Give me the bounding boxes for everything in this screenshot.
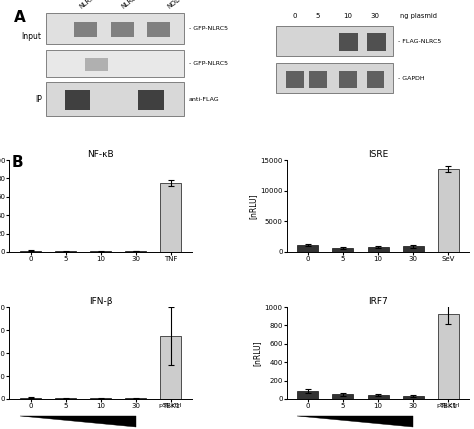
FancyBboxPatch shape [276,26,393,56]
Bar [297,391,319,399]
Text: 30: 30 [371,13,380,19]
Bar [90,251,111,252]
Bar [367,395,389,399]
Title: IRF7: IRF7 [368,297,388,306]
Bar [402,396,424,399]
Text: pos.ctrl: pos.ctrl [436,403,459,408]
FancyBboxPatch shape [46,13,184,44]
Text: 5: 5 [315,13,320,19]
Text: A: A [14,10,26,25]
Text: ng plasmid: ng plasmid [400,13,438,19]
Bar [20,251,41,252]
Bar [20,398,41,399]
FancyBboxPatch shape [46,82,184,116]
FancyBboxPatch shape [339,33,358,51]
Bar [55,398,76,399]
Text: NLRP3: NLRP3 [78,0,99,10]
Bar [438,314,459,399]
FancyBboxPatch shape [64,91,90,109]
Text: - FLAG-NLRC5: - FLAG-NLRC5 [398,39,441,44]
Bar [160,336,182,399]
Bar [160,183,182,252]
FancyBboxPatch shape [339,71,356,88]
Bar [367,248,389,252]
Text: NOD1: NOD1 [166,0,185,10]
Bar [438,169,459,252]
Title: IFN-β: IFN-β [89,297,112,306]
Bar [55,251,76,252]
Text: - GFP-NLRC5: - GFP-NLRC5 [189,60,228,66]
FancyBboxPatch shape [286,71,304,88]
Bar [90,398,111,399]
Text: anti-FLAG: anti-FLAG [189,97,219,102]
Title: NF-κB: NF-κB [87,150,114,159]
Text: - GFP-NLRC5: - GFP-NLRC5 [189,26,228,31]
Bar [332,248,354,252]
Polygon shape [20,416,136,426]
FancyBboxPatch shape [110,22,134,37]
Bar [402,246,424,252]
Y-axis label: [nRLU]: [nRLU] [248,193,257,219]
FancyBboxPatch shape [147,22,170,37]
Polygon shape [297,416,413,426]
Bar [125,251,146,252]
Text: IP: IP [35,95,42,104]
Text: 0: 0 [292,13,297,19]
Title: ISRE: ISRE [368,150,388,159]
FancyBboxPatch shape [276,63,393,93]
Text: Input: Input [22,32,42,41]
Y-axis label: [nRLU]: [nRLU] [253,340,262,366]
FancyBboxPatch shape [85,58,109,71]
Bar [125,398,146,399]
Text: pos.ctrl: pos.ctrl [159,403,182,408]
FancyBboxPatch shape [74,22,97,37]
FancyBboxPatch shape [46,49,184,77]
Text: B: B [12,155,23,170]
FancyBboxPatch shape [138,91,164,109]
FancyBboxPatch shape [367,33,386,51]
Text: NLRC5: NLRC5 [120,0,141,10]
Bar [332,394,354,399]
FancyBboxPatch shape [309,71,327,88]
Text: - GAPDH: - GAPDH [398,76,425,81]
FancyBboxPatch shape [367,71,384,88]
Bar [297,245,319,252]
Text: 10: 10 [343,13,352,19]
